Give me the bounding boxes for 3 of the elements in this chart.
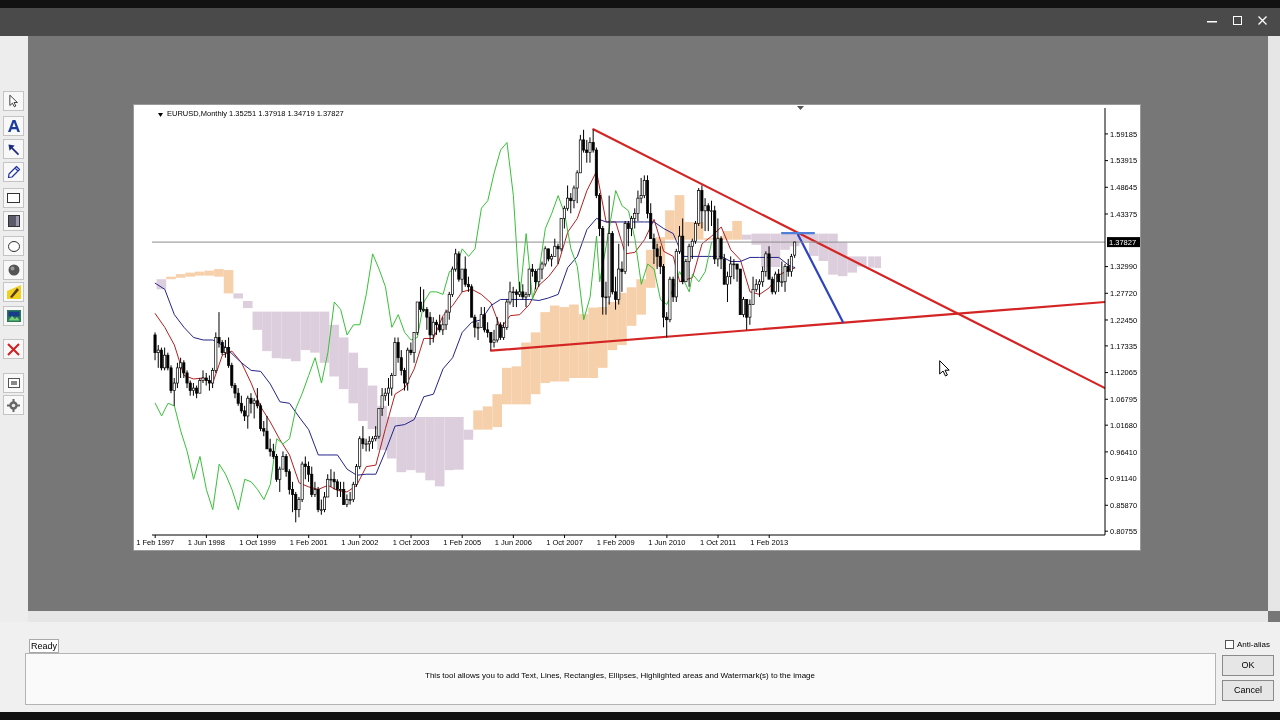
text: This tool allows you to add Text, Lines, Rectangles, Ellipses, Highlighted areas and Watermark(s) to the image <box>424 670 816 682</box>
text: Ready <box>29 639 59 653</box>
text: Anti-alias <box>1237 639 1270 650</box>
